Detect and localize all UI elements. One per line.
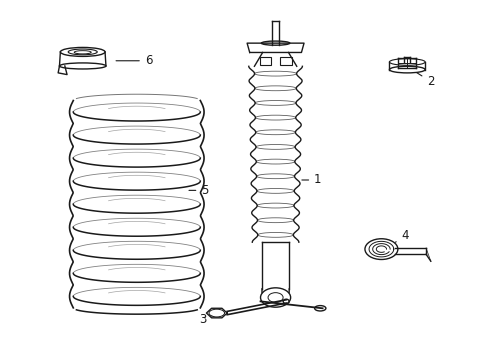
Text: 2: 2 — [416, 73, 435, 88]
Text: 5: 5 — [189, 184, 209, 197]
Text: 1: 1 — [302, 174, 321, 186]
Text: 6: 6 — [116, 54, 152, 67]
Text: 3: 3 — [199, 314, 212, 327]
Text: 4: 4 — [395, 229, 409, 242]
